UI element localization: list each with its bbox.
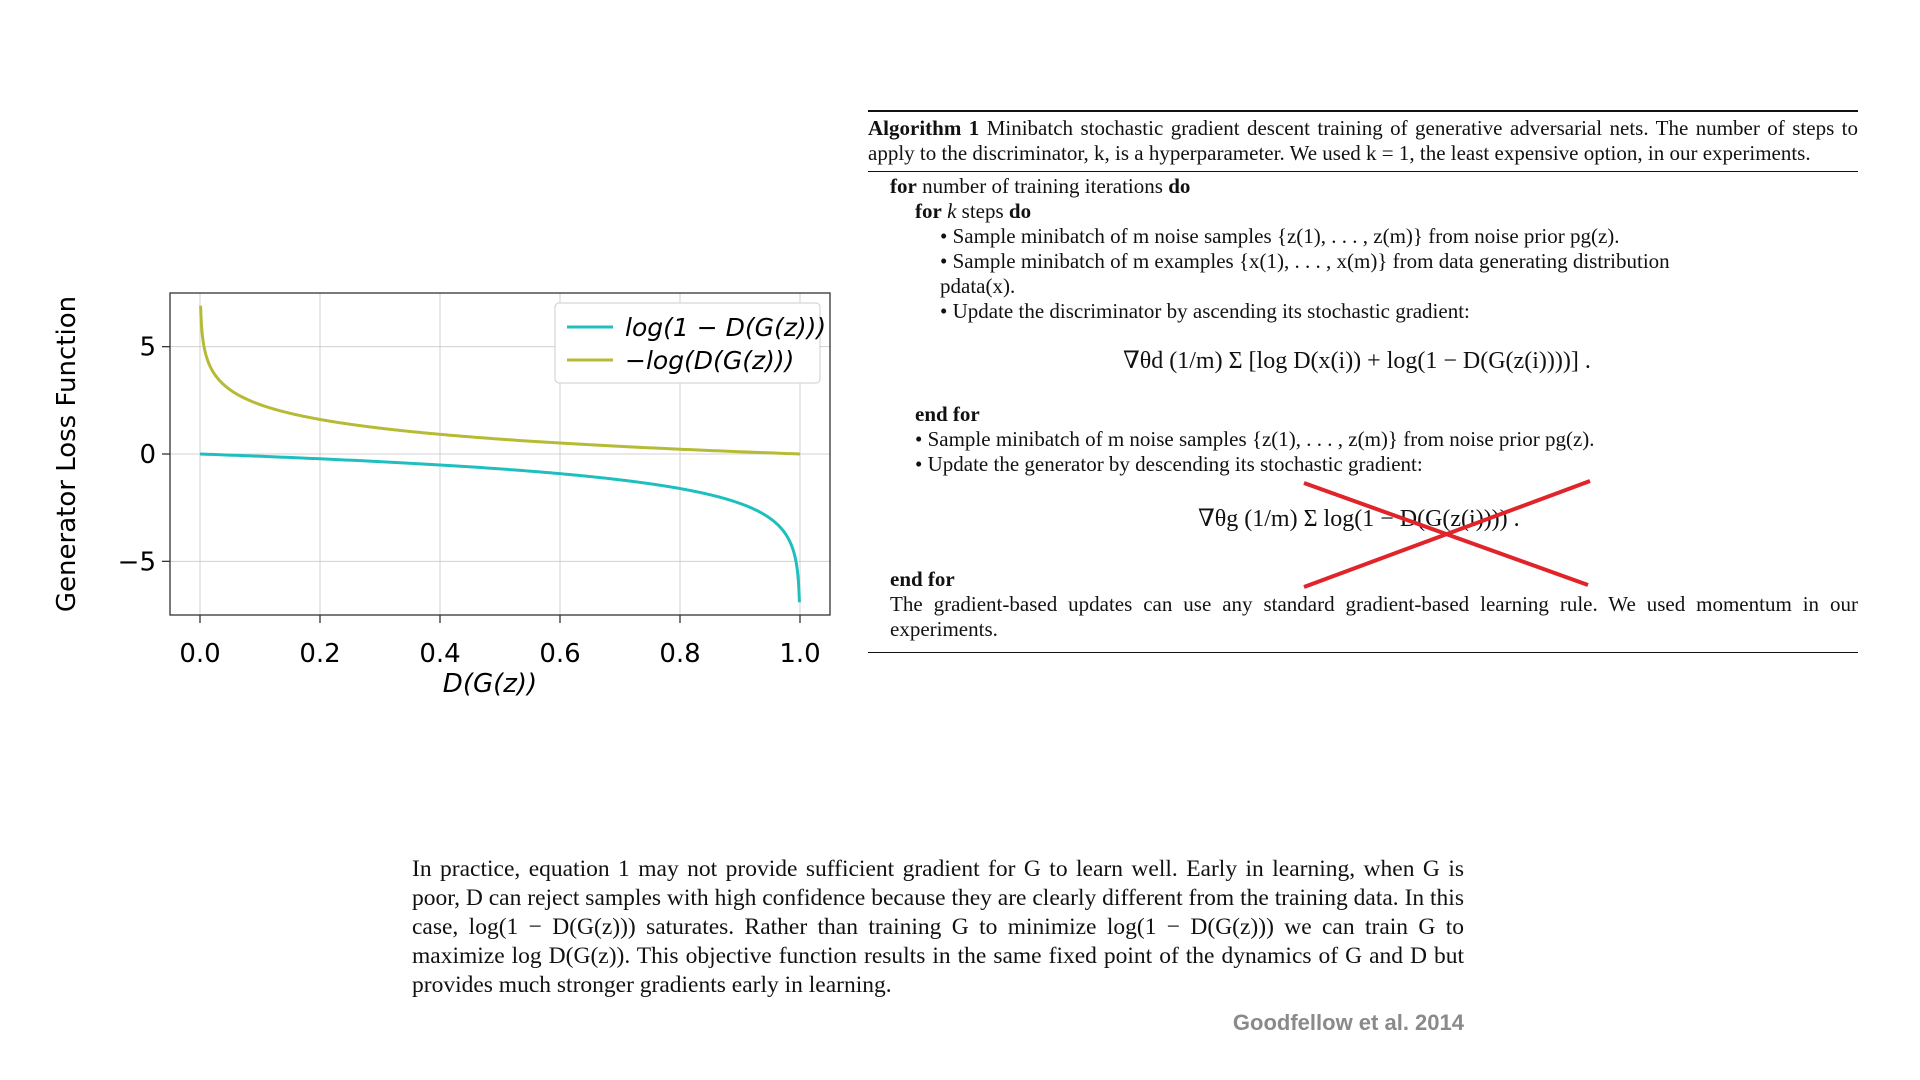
equation-discriminator-text: ∇θd (1/m) Σ [log D(x(i)) + log(1 − D(G(z…: [1123, 348, 1591, 374]
do-keyword-inner: do: [1008, 199, 1032, 223]
body-paragraph: In practice, equation 1 may not provide …: [412, 856, 1464, 998]
legend-label-0: log(1 − D(G(z))): [625, 313, 826, 342]
for-outer-line: for number of training iterations do: [868, 174, 1858, 199]
x-tick-label-4: 0.8: [659, 639, 700, 669]
algorithm-footer: The gradient-based updates can use any s…: [890, 592, 1858, 641]
x-tick-label-0: 0.0: [179, 639, 220, 669]
do-keyword-outer: do: [1168, 174, 1191, 198]
bottom-rule: [868, 652, 1858, 653]
end-for-inner-line: end for: [868, 402, 1858, 427]
x-tick-label-3: 0.6: [539, 639, 580, 669]
for-outer-keyword: for: [890, 174, 917, 198]
legend-label-1: −log(D(G(z))): [625, 346, 794, 375]
series-line-neg-log-d: [199, 305, 801, 456]
for-inner-text: steps: [961, 199, 1004, 223]
loss-chart: 0.0 0.2 0.4 0.6 0.8 1.0 5 0 −5 D(G(z)) Generator L…: [55, 275, 855, 715]
loss-chart-svg: 0.0 0.2 0.4 0.6 0.8 1.0 5 0 −5 D(G(z)) Generator L…: [55, 292, 831, 699]
algorithm-title: Algorithm 1: [868, 116, 980, 140]
y-tick-label-1: 0: [139, 440, 156, 470]
equation-discriminator: ∇θd (1/m) Σ [log D(x(i)) + log(1 − D(G(z…: [868, 324, 1858, 402]
caption-rule: [868, 171, 1858, 172]
update-d-line: • Update the discriminator by ascending …: [940, 299, 1470, 323]
x-tick-label-5: 1.0: [779, 639, 820, 669]
update-g-line: • Update the generator by descending its…: [915, 452, 1423, 476]
y-axis-title: Generator Loss Function: [55, 296, 82, 612]
sample-noise-g-line: • Sample minibatch of m noise samples {z…: [915, 427, 1595, 451]
for-inner-line: for k steps do: [868, 199, 1858, 224]
x-tick-label-1: 0.2: [299, 639, 340, 669]
end-for-outer-line: end for: [868, 567, 1858, 592]
y-tick-label-0: 5: [139, 333, 156, 363]
algorithm-caption: Algorithm 1 Minibatch stochastic gradien…: [868, 112, 1858, 171]
sample-noise-d-line: • Sample minibatch of m noise samples {z…: [940, 224, 1620, 248]
legend-box: [554, 302, 821, 384]
x-axis-title: D(G(z)): [443, 669, 537, 699]
citation: Goodfellow et al. 2014: [1232, 1010, 1464, 1035]
algorithm-caption-text: Minibatch stochastic gradient descent tr…: [868, 116, 1859, 165]
for-inner-keyword: for: [915, 199, 942, 223]
equation-generator: ∇θg (1/m) Σ log(1 − D(G(z(i)))) .: [868, 477, 1858, 589]
algorithm-box: Algorithm 1 Minibatch stochastic gradien…: [868, 110, 1858, 653]
for-inner-var: k: [947, 199, 957, 223]
top-rule: [868, 110, 1858, 112]
red-cross-out-mark: [1303, 479, 1591, 589]
end-for-outer-keyword: end for: [890, 567, 955, 591]
series-line-log-one-minus-d: [199, 452, 801, 603]
sample-data-line: • Sample minibatch of m examples {x(1), …: [940, 249, 1670, 273]
x-tick-label-2: 0.4: [419, 639, 460, 669]
for-outer-text: number of training iterations: [922, 174, 1163, 198]
y-tick-label-2: −5: [118, 547, 156, 577]
cross-line-2: [1303, 479, 1591, 589]
end-for-inner-keyword: end for: [915, 402, 980, 426]
sample-data-cont-line: pdata(x).: [940, 274, 1016, 298]
